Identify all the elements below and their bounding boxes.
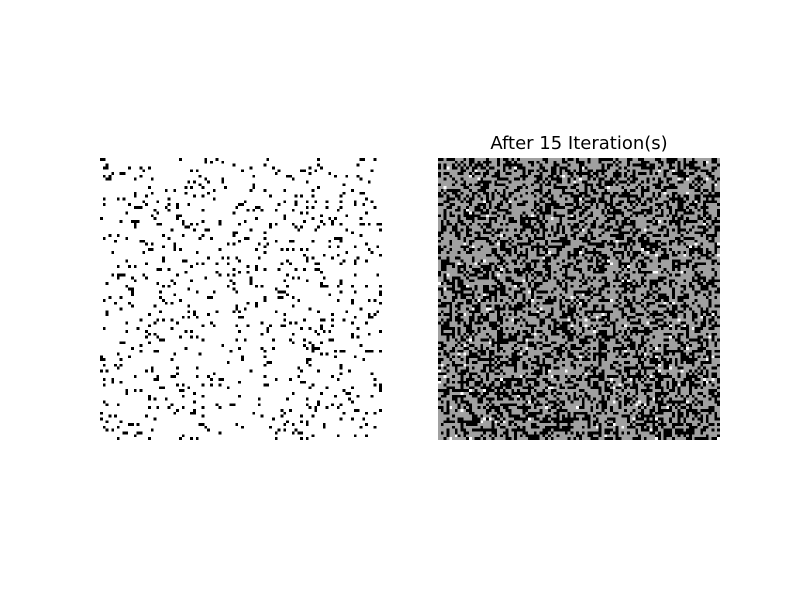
iterated-grid-heatmap	[438, 158, 720, 440]
iterated-grid-panel	[438, 158, 720, 440]
initial-grid-heatmap	[100, 158, 382, 440]
iterated-grid-title: After 15 Iteration(s)	[490, 133, 668, 154]
initial-grid-panel	[100, 158, 382, 440]
